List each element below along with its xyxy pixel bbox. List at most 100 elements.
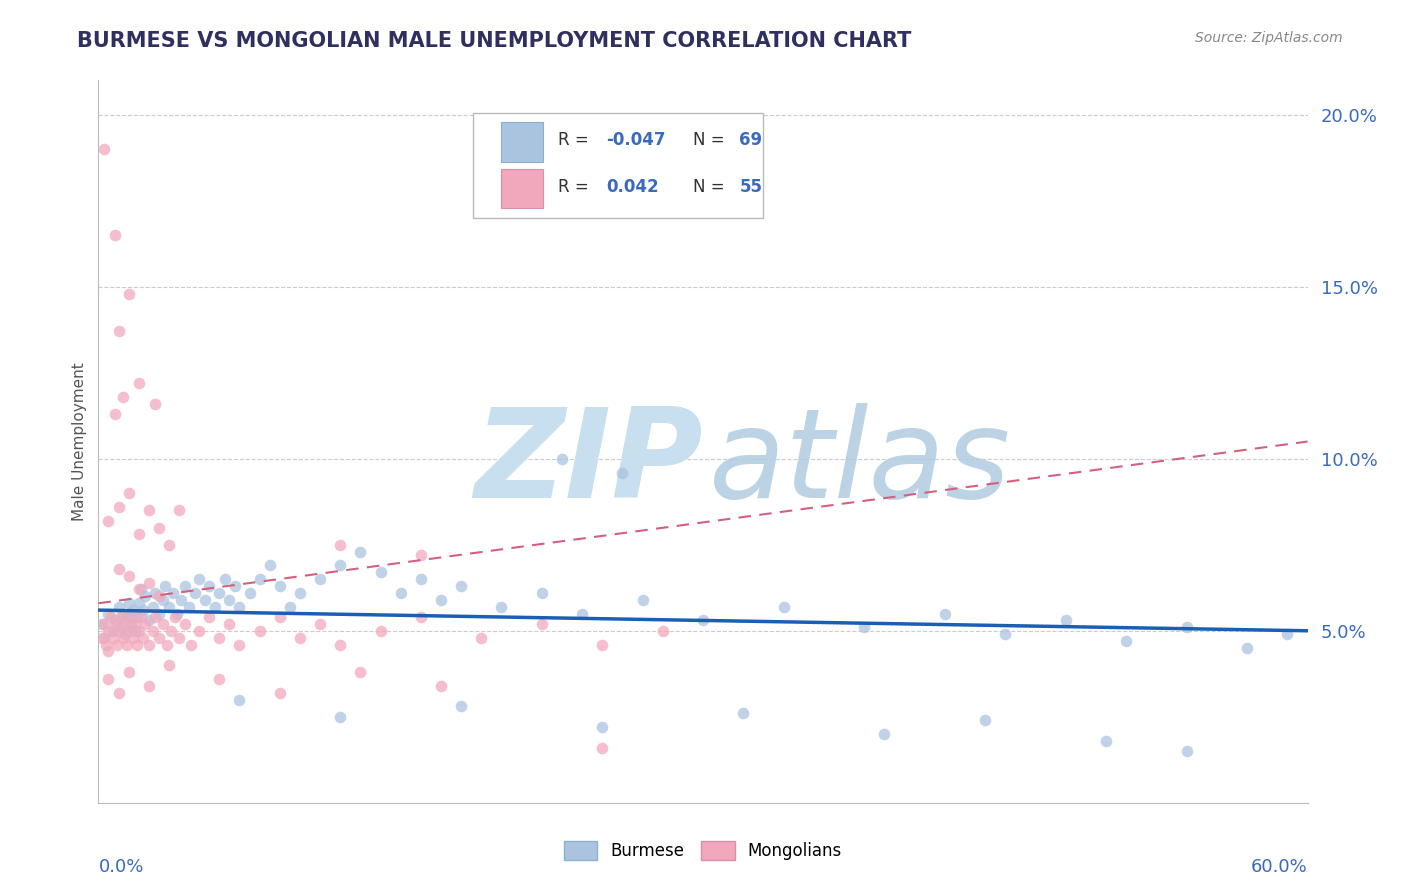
Point <box>121 603 143 617</box>
Point <box>138 614 160 628</box>
Text: R =: R = <box>558 131 593 149</box>
Point <box>651 624 673 638</box>
Point <box>198 610 221 624</box>
Point <box>228 638 250 652</box>
Point <box>124 616 146 631</box>
Point <box>143 610 166 624</box>
Point <box>128 624 150 638</box>
Point <box>160 624 183 638</box>
Text: atlas: atlas <box>709 402 1011 524</box>
Point <box>218 616 240 631</box>
Point <box>1175 620 1198 634</box>
Point <box>100 610 122 624</box>
Point <box>349 665 371 679</box>
Point <box>174 616 197 631</box>
Text: 60.0%: 60.0% <box>1251 858 1308 876</box>
Point <box>184 586 207 600</box>
Point <box>125 638 148 652</box>
Text: N =: N = <box>693 131 730 149</box>
Point <box>170 592 193 607</box>
Point <box>571 607 593 621</box>
Point <box>103 614 125 628</box>
Point <box>128 582 150 597</box>
Point <box>97 607 120 621</box>
Point <box>269 610 291 624</box>
Point <box>853 620 876 634</box>
Text: 0.0%: 0.0% <box>98 858 143 876</box>
Point <box>128 596 150 610</box>
Point <box>103 407 125 421</box>
Point <box>107 686 129 700</box>
Point <box>551 451 574 466</box>
Point <box>1277 627 1299 641</box>
Point <box>430 679 453 693</box>
Point <box>288 631 311 645</box>
Point <box>214 572 236 586</box>
Point <box>994 627 1017 641</box>
Text: ZIP: ZIP <box>474 402 703 524</box>
Point <box>733 706 755 721</box>
Point <box>249 624 271 638</box>
Point <box>163 610 186 624</box>
Point <box>107 500 129 514</box>
Point <box>278 599 301 614</box>
Point <box>148 607 170 621</box>
Point <box>450 579 472 593</box>
Point <box>107 624 129 638</box>
Point <box>114 627 136 641</box>
Point <box>188 624 211 638</box>
Point <box>259 558 281 573</box>
Point <box>103 228 125 243</box>
Point <box>91 631 114 645</box>
Point <box>97 624 120 638</box>
Point <box>128 376 150 390</box>
Point <box>101 631 124 645</box>
Point <box>974 713 997 727</box>
Text: N =: N = <box>693 178 730 195</box>
Point <box>174 579 197 593</box>
Point <box>93 142 115 156</box>
Point <box>269 686 291 700</box>
Point <box>143 586 166 600</box>
Point <box>228 692 250 706</box>
Point <box>166 607 188 621</box>
Text: -0.047: -0.047 <box>606 131 666 149</box>
Point <box>115 610 138 624</box>
Point <box>167 503 190 517</box>
Point <box>179 599 201 614</box>
Point <box>1095 734 1118 748</box>
Point <box>148 631 170 645</box>
Point <box>114 616 136 631</box>
Point <box>107 599 129 614</box>
Point <box>138 503 160 517</box>
Point <box>204 599 226 614</box>
Point <box>1175 744 1198 758</box>
Point <box>143 397 166 411</box>
Point <box>157 538 180 552</box>
Point <box>934 607 956 621</box>
Text: R =: R = <box>558 178 593 195</box>
Point <box>180 638 202 652</box>
Point <box>93 631 115 645</box>
Text: BURMESE VS MONGOLIAN MALE UNEMPLOYMENT CORRELATION CHART: BURMESE VS MONGOLIAN MALE UNEMPLOYMENT C… <box>77 31 911 51</box>
FancyBboxPatch shape <box>474 112 763 218</box>
FancyBboxPatch shape <box>501 169 543 209</box>
Legend: Burmese, Mongolians: Burmese, Mongolians <box>557 834 849 867</box>
Point <box>118 596 141 610</box>
Point <box>188 572 211 586</box>
Point <box>128 527 150 541</box>
Point <box>118 624 141 638</box>
Point <box>148 520 170 534</box>
Point <box>120 616 142 631</box>
Point <box>124 624 146 638</box>
Point <box>156 638 179 652</box>
Point <box>134 590 156 604</box>
Point <box>269 579 291 593</box>
Point <box>152 592 174 607</box>
Point <box>370 566 392 580</box>
Point <box>329 558 352 573</box>
Point <box>329 538 352 552</box>
Point <box>198 579 221 593</box>
Point <box>153 579 176 593</box>
Point <box>491 599 513 614</box>
